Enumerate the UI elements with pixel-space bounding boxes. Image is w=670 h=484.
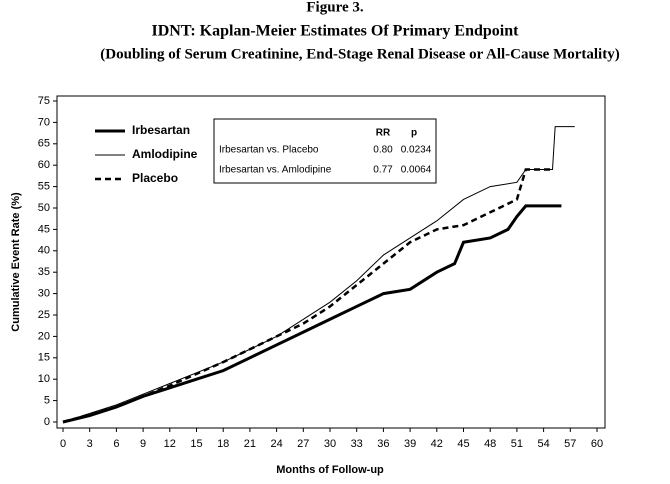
table-cell: 0.0234 [401, 145, 432, 156]
y-tick-label: 5 [44, 395, 50, 407]
x-tick-label: 0 [60, 438, 66, 450]
x-tick-label: 57 [564, 438, 576, 450]
legend-label: Placebo [132, 171, 178, 185]
x-tick-label: 30 [324, 438, 336, 450]
y-tick-label: 45 [38, 223, 50, 235]
x-tick-label: 54 [537, 438, 549, 450]
y-tick-label: 35 [38, 266, 50, 278]
y-tick-label: 65 [38, 138, 50, 150]
y-tick-label: 60 [38, 159, 50, 171]
table-cell: 0.80 [373, 145, 393, 156]
series-line [62, 168, 553, 424]
x-tick-label: 27 [297, 438, 309, 450]
chart-title: IDNT: Kaplan-Meier Estimates Of Primary … [152, 23, 520, 40]
x-tick-label: 42 [431, 438, 443, 450]
table-header: p [411, 128, 417, 139]
y-tick-label: 15 [38, 352, 50, 364]
x-tick-label: 12 [164, 438, 176, 450]
figure-label: Figure 3. [306, 0, 363, 15]
x-axis-title: Months of Follow-up [276, 464, 384, 476]
table-cell: 0.0064 [401, 165, 432, 176]
y-tick-label: 70 [38, 116, 50, 128]
x-tick-label: 21 [244, 438, 256, 450]
y-tick-label: 25 [38, 309, 50, 321]
series-line [62, 204, 562, 424]
x-tick-label: 60 [591, 438, 603, 450]
x-tick-label: 45 [457, 438, 469, 450]
x-tick-label: 9 [140, 438, 146, 450]
legend-label: Amlodipine [132, 147, 198, 161]
y-tick-label: 20 [38, 330, 50, 342]
y-axis-title: Cumulative Event Rate (%) [10, 192, 22, 332]
y-tick-label: 50 [38, 202, 50, 214]
x-tick-label: 15 [190, 438, 202, 450]
chart-subtitle: (Doubling of Serum Creatinine, End-Stage… [100, 46, 619, 62]
x-tick-label: 3 [87, 438, 93, 450]
table-row-label: Irbesartan vs. Placebo [219, 145, 319, 156]
x-tick-label: 18 [217, 438, 229, 450]
plot-frame [56, 95, 606, 429]
x-tick-label: 51 [511, 438, 523, 450]
y-tick-label: 10 [38, 373, 50, 385]
y-tick-label: 40 [38, 245, 50, 257]
table-cell: 0.77 [373, 165, 393, 176]
x-tick-label: 33 [351, 438, 363, 450]
inset-table-box [213, 118, 437, 184]
table-row-label: Irbesartan vs. Amlodipine [219, 165, 332, 176]
x-tick-label: 39 [404, 438, 416, 450]
x-tick-label: 24 [270, 438, 282, 450]
x-tick-label: 6 [113, 438, 119, 450]
y-tick-label: 55 [38, 181, 50, 193]
x-tick-label: 48 [484, 438, 496, 450]
x-tick-label: 36 [377, 438, 389, 450]
legend-label: Irbesartan [132, 123, 190, 137]
y-tick-label: 0 [44, 416, 50, 428]
y-tick-label: 30 [38, 288, 50, 300]
table-header: RR [376, 128, 391, 139]
y-tick-label: 75 [38, 95, 50, 107]
